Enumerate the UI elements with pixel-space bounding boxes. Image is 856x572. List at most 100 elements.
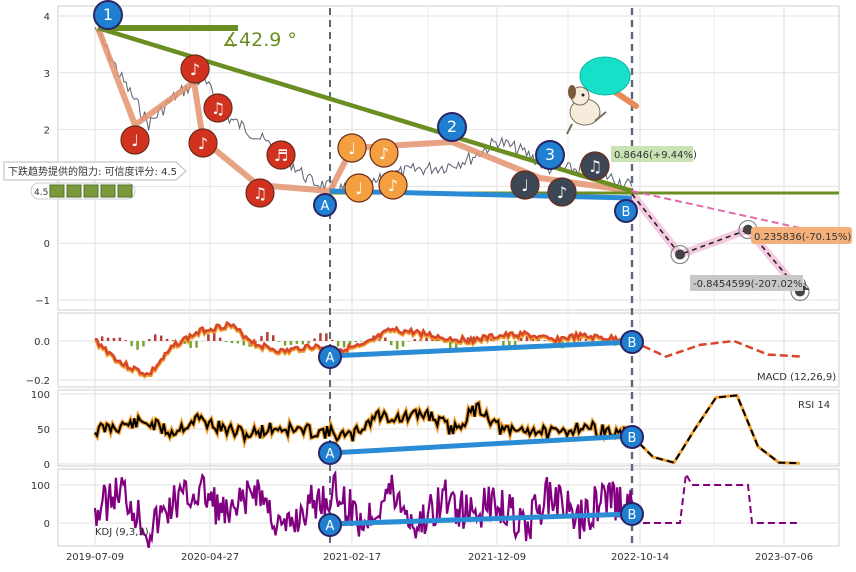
macd-histogram-bar: [119, 338, 122, 341]
rating-icons: [50, 185, 132, 197]
rating-icon: [101, 185, 115, 197]
macd-histogram-bar: [160, 336, 163, 341]
macd-histogram-bar: [331, 340, 334, 341]
rating-icon: [67, 185, 81, 197]
macd-y-tick: 0.0: [34, 337, 50, 348]
macd-histogram-bar: [325, 333, 328, 341]
badge-label: 2: [447, 117, 457, 136]
macd-histogram-bar: [278, 341, 281, 342]
macd-histogram-bar: [142, 341, 145, 346]
kdj-projection: [632, 474, 800, 523]
macd-histogram-bar: [260, 336, 263, 341]
price-label-3-text: -0.8454599(-207.02%): [693, 279, 807, 290]
rating-icon: [50, 185, 64, 197]
badge-label: B: [622, 205, 631, 220]
music-note-glyph: ♪: [379, 144, 389, 163]
x-tick-label: 2020-04-27: [181, 552, 239, 563]
x-tick-label: 2023-07-06: [755, 552, 813, 563]
music-note-glyph: ♩: [521, 176, 529, 195]
macd-label: MACD (12,26,9): [757, 372, 836, 383]
macd-histogram-bar: [225, 341, 228, 342]
badge-label: A: [326, 447, 335, 462]
macd-histogram-bar: [307, 341, 310, 343]
resistance-note-text: 下跌趋势提供的阻力: 可信度评分: 4.5: [8, 165, 177, 178]
macd-histogram-bar: [148, 339, 151, 341]
rsi-label: RSI 14: [798, 400, 830, 411]
macd-histogram-bar: [154, 334, 157, 341]
price-y-tick: 4: [44, 12, 50, 23]
macd-histogram-bar: [284, 341, 287, 346]
kdj-y-tick: 100: [31, 481, 50, 492]
macd-histogram-bar: [231, 341, 234, 343]
macd-histogram-bar: [313, 339, 316, 341]
paddle-face: [580, 57, 630, 95]
macd-histogram-bar: [130, 341, 133, 346]
macd-histogram-bar: [213, 333, 216, 341]
x-tick-label: 2021-12-09: [468, 552, 526, 563]
badge-label: 1: [103, 5, 113, 24]
price-label-2: 0.235836(-70.15%): [751, 227, 852, 244]
rsi-outline: [95, 403, 632, 441]
macd-histogram-bar: [101, 336, 104, 341]
price-label-2-text: 0.235836(-70.15%): [754, 232, 851, 243]
macd-histogram-bar: [514, 341, 517, 345]
price-y-tick: 3: [44, 69, 50, 80]
macd-histogram-bar: [125, 340, 128, 341]
macd-signal-line: [95, 324, 632, 376]
badge-label: A: [326, 519, 335, 534]
rsi-y-tick: 0: [44, 460, 50, 471]
price-y-tick: −1: [35, 296, 50, 307]
badge-label: A: [326, 351, 335, 366]
music-note-glyph: ♪: [557, 183, 567, 202]
kdj-label: KDJ (9,3,3): [95, 527, 149, 538]
badge-label: 3: [545, 145, 555, 164]
resistance-note: 下跌趋势提供的阻力: 可信度评分: 4.5: [4, 162, 186, 180]
ab-line-macd: [330, 342, 632, 356]
macd-histogram-bar: [266, 332, 269, 341]
projection-point: [675, 250, 685, 260]
macd-histogram-bar: [543, 340, 546, 341]
music-note-glyph: ♩: [348, 139, 356, 158]
macd-histogram-bar: [343, 341, 346, 348]
rsi-y-tick: 50: [37, 425, 50, 436]
kdj-y-tick: 0: [44, 519, 50, 530]
music-note-glyph: ♩: [131, 131, 139, 150]
macd-line: [95, 323, 632, 375]
music-note-glyph: ♪: [190, 60, 200, 79]
macd-histogram-bar: [414, 339, 417, 341]
rating-icon: [118, 185, 132, 197]
badge-label: B: [628, 508, 637, 523]
macd-histogram-bar: [243, 341, 246, 345]
x-tick-label: 2022-10-14: [611, 552, 669, 563]
x-tick-label: 2021-02-17: [323, 552, 381, 563]
macd-histogram-bar: [113, 338, 116, 341]
price-label-1: 0.8646(+9.44%): [611, 146, 697, 162]
music-note-glyph: ♫: [253, 184, 267, 203]
x-tick-labels: 2019-07-09 2020-04-27 2021-02-17 2021-12-09…: [66, 552, 813, 563]
price-y-tick: 0: [44, 239, 50, 250]
macd-histogram-bar: [396, 341, 399, 349]
music-note-glyph: ♩: [355, 179, 363, 198]
price-label-1-text: 0.8646(+9.44%): [614, 150, 697, 161]
rating-icon: [84, 185, 98, 197]
price-layer: ♩♪♫♪♫♬♩♩♪♪♩♪♫: [95, 27, 839, 300]
badge-label: B: [628, 431, 637, 446]
macd-histogram-bar: [172, 340, 175, 341]
dog-eye: [582, 94, 585, 97]
music-note-glyph: ♬: [274, 146, 288, 165]
music-note-glyph: ♫: [588, 157, 602, 176]
macd-projection: [632, 341, 802, 357]
macd-histogram-bar: [337, 341, 340, 346]
macd-layer: [95, 323, 802, 376]
x-tick-label: 2019-07-09: [66, 552, 124, 563]
macd-histogram-bar: [272, 335, 275, 341]
macd-histogram-bar: [195, 341, 198, 348]
music-note-glyph: ♪: [198, 134, 208, 153]
badge-label: A: [321, 199, 330, 214]
music-note-glyph: ♪: [388, 176, 398, 195]
macd-histogram-bar: [384, 338, 387, 341]
macd-histogram-bar: [402, 341, 405, 347]
